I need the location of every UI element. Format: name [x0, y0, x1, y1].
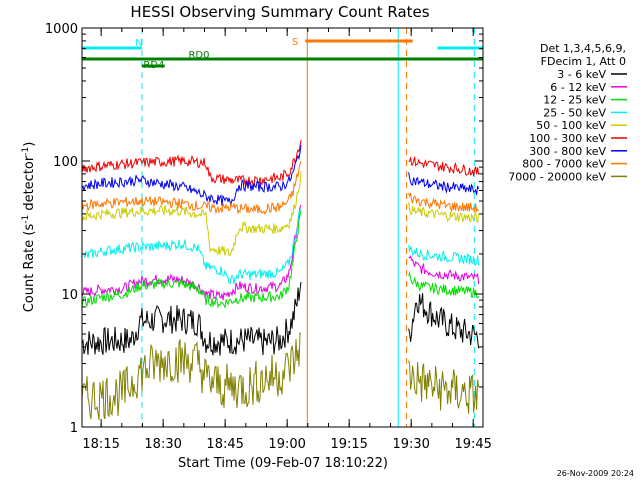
series-line-3-a — [81, 208, 302, 285]
legend-entry-label: 25 - 50 keV — [543, 106, 606, 119]
series-line-8-a — [81, 332, 302, 420]
series-line-3-b — [408, 244, 480, 266]
y-axis-label-mid: detector — [22, 155, 37, 215]
legend-entry-label: 7000 - 20000 keV — [508, 170, 606, 183]
legend: Det 1,3,4,5,6,9,FDecim 1, Att 03 - 6 keV… — [508, 42, 627, 183]
x-tick-label: 19:15 — [330, 437, 367, 452]
footer-date: 26-Nov-2009 20:24 — [557, 469, 634, 478]
y-axis-label-main: Count Rate (s — [22, 224, 37, 313]
y-tick-label: 1 — [70, 421, 78, 436]
x-tick-label: 18:30 — [144, 437, 181, 452]
series-line-2-b — [408, 271, 480, 299]
legend-entry-label: 800 - 7000 keV — [522, 158, 606, 171]
series-line-6-b — [408, 172, 480, 195]
legend-entry-label: 3 - 6 keV — [557, 68, 606, 81]
x-tick-label: 18:15 — [82, 437, 119, 452]
series-line-4-a — [81, 171, 302, 257]
series-line-1-a — [81, 204, 302, 301]
legend-entry-label: 100 - 300 keV — [529, 132, 606, 145]
series-line-6-a — [81, 145, 302, 206]
flag-label-rd0: RD0 — [188, 50, 209, 61]
flag-label-s: S — [292, 37, 298, 48]
y-axis-label: Count Rate (s-1 detector-1) — [21, 142, 37, 313]
series-line-5-a — [81, 139, 302, 187]
legend-entry-label: 6 - 12 keV — [550, 81, 606, 94]
y-axis-label-sup2: -1 — [21, 147, 31, 156]
series-line-7-a — [81, 161, 302, 216]
y-tick-label: 10 — [61, 288, 78, 303]
y-axis-label-end: ) — [22, 142, 37, 147]
flag-label-n: N — [135, 38, 142, 49]
legend-entry-label: 12 - 25 keV — [543, 94, 606, 107]
plot-frame — [81, 27, 484, 428]
x-axis-label: Start Time (09-Feb-07 18:10:22) — [178, 456, 388, 471]
legend-entry-label: 300 - 800 keV — [529, 145, 606, 158]
plot-area: N RD0 RD4 S 1 10 100 1000 18:15 18:30 18:45 19:00 19… — [45, 22, 492, 452]
chart-title: HESSI Observing Summary Count Rates — [130, 3, 429, 21]
series-line-0-a — [81, 281, 302, 356]
series-line-5-b — [408, 156, 480, 177]
series-line-0-b — [408, 293, 480, 349]
legend-entry-label: 50 - 100 keV — [536, 119, 606, 132]
legend-header-line: Det 1,3,4,5,6,9, — [540, 42, 626, 55]
y-axis-label-sup1: -1 — [21, 215, 31, 224]
series-line-2-a — [81, 210, 302, 310]
flag-label-rd4: RD4 — [143, 60, 164, 71]
x-tick-label: 19:30 — [392, 437, 429, 452]
series-line-7-b — [408, 193, 479, 213]
x-tick-label: 18:45 — [206, 437, 243, 452]
series-line-8-b — [408, 360, 480, 414]
series-line-1-b — [408, 255, 480, 285]
y-tick-label: 100 — [53, 155, 78, 170]
series-line-4-b — [408, 202, 480, 224]
x-tick-label: 19:45 — [454, 437, 491, 452]
x-tick-label: 19:00 — [268, 437, 305, 452]
legend-header-line: FDecim 1, Att 0 — [541, 55, 626, 68]
y-tick-label: 1000 — [45, 22, 78, 37]
